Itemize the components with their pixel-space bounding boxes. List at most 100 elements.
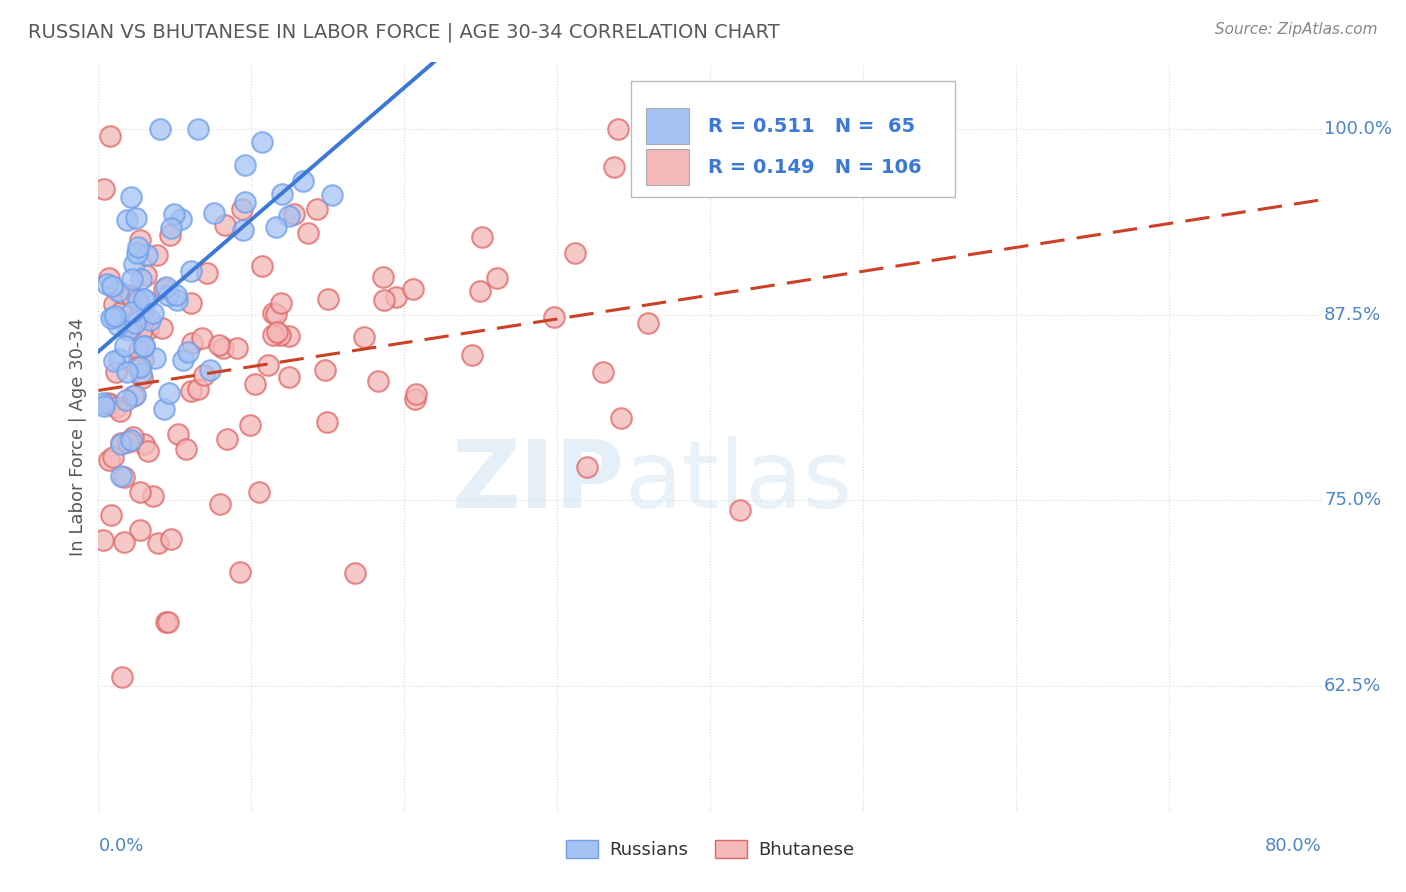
Point	[195, 267, 218, 281]
Point	[250, 135, 273, 149]
Point	[112, 535, 135, 549]
Point	[231, 202, 253, 217]
Point	[142, 489, 165, 503]
Point	[606, 122, 628, 136]
Point	[270, 296, 292, 310]
Point	[110, 468, 132, 483]
Point	[132, 437, 155, 451]
Point	[98, 397, 121, 411]
Point	[155, 615, 177, 629]
Point	[283, 207, 305, 221]
Point	[131, 371, 153, 385]
Point	[461, 348, 484, 362]
Point	[100, 508, 122, 522]
Point	[129, 272, 152, 286]
Point	[98, 452, 121, 467]
Point	[321, 188, 343, 202]
Text: 100.0%: 100.0%	[1324, 120, 1392, 138]
Point	[129, 485, 152, 500]
Point	[353, 330, 375, 344]
Point	[108, 351, 131, 366]
Point	[103, 297, 125, 311]
Point	[152, 281, 174, 295]
Point	[120, 190, 142, 204]
Point	[149, 122, 172, 136]
Point	[132, 292, 155, 306]
Point	[318, 293, 340, 307]
Text: 75.0%: 75.0%	[1324, 491, 1381, 509]
Point	[112, 469, 135, 483]
Point	[157, 385, 180, 400]
Point	[225, 341, 247, 355]
Point	[297, 227, 319, 241]
Point	[153, 402, 176, 417]
Point	[315, 415, 337, 429]
Point	[264, 220, 287, 235]
Point	[471, 230, 494, 244]
Point	[198, 363, 221, 377]
Point	[637, 316, 659, 330]
Point	[404, 392, 426, 406]
Point	[575, 460, 598, 475]
Text: RUSSIAN VS BHUTANESE IN LABOR FORCE | AGE 30-34 CORRELATION CHART: RUSSIAN VS BHUTANESE IN LABOR FORCE | AG…	[28, 22, 780, 42]
Point	[187, 122, 209, 136]
Point	[91, 396, 114, 410]
Point	[127, 293, 149, 307]
Point	[167, 426, 190, 441]
Point	[239, 418, 262, 433]
Point	[101, 310, 124, 325]
Point	[93, 533, 115, 548]
Point	[235, 195, 257, 210]
Point	[111, 285, 134, 300]
Point	[728, 503, 751, 517]
Point	[159, 228, 181, 243]
Point	[277, 329, 299, 343]
Point	[120, 289, 142, 303]
Point	[129, 326, 152, 340]
Point	[115, 213, 138, 227]
Point	[402, 282, 425, 296]
Point	[146, 247, 169, 261]
Point	[603, 160, 626, 174]
Point	[405, 387, 427, 401]
Point	[564, 246, 586, 260]
Point	[208, 497, 231, 511]
Point	[107, 284, 129, 298]
FancyBboxPatch shape	[647, 149, 689, 186]
Point	[292, 174, 315, 188]
Point	[180, 296, 202, 310]
Point	[101, 450, 124, 465]
Point	[127, 240, 149, 254]
Point	[543, 310, 565, 325]
Point	[121, 271, 143, 285]
Point	[165, 288, 187, 302]
Point	[277, 209, 299, 223]
Point	[122, 257, 145, 271]
Point	[139, 313, 162, 327]
Point	[170, 211, 193, 226]
Point	[120, 433, 142, 447]
Point	[270, 187, 292, 202]
Point	[262, 306, 284, 320]
Point	[181, 336, 204, 351]
Point	[264, 307, 287, 321]
Point	[97, 271, 120, 285]
Point	[470, 285, 492, 299]
Point	[485, 271, 508, 285]
Point	[97, 396, 120, 410]
Point	[250, 259, 273, 273]
Point	[117, 435, 139, 450]
Point	[160, 221, 183, 235]
Point	[211, 341, 233, 355]
Text: ZIP: ZIP	[451, 436, 624, 528]
Point	[125, 211, 148, 225]
Point	[114, 339, 136, 353]
Point	[100, 128, 122, 143]
Point	[385, 290, 408, 304]
Point	[103, 354, 125, 368]
Text: 62.5%: 62.5%	[1324, 677, 1381, 695]
Point	[132, 339, 155, 353]
FancyBboxPatch shape	[630, 81, 955, 197]
Point	[262, 327, 284, 342]
Point	[132, 339, 155, 353]
